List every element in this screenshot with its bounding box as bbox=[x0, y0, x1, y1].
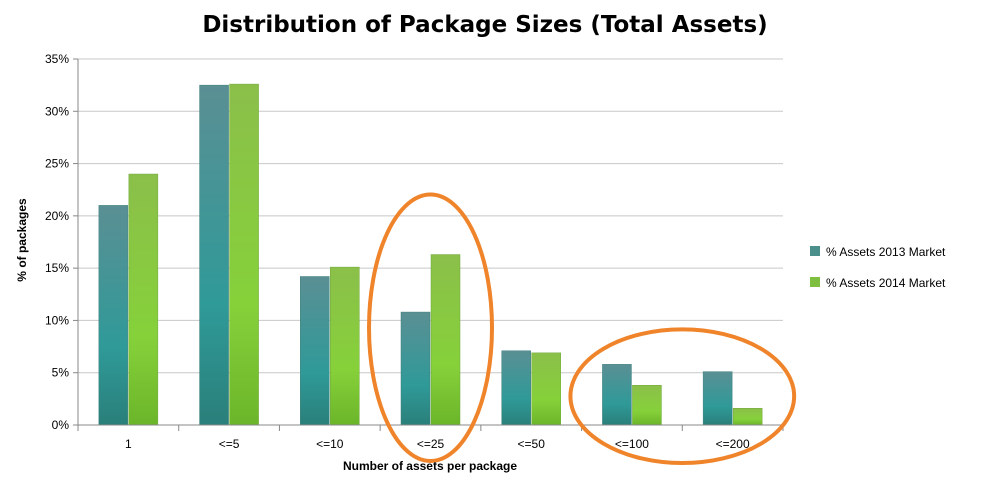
x-tick-label: <=10 bbox=[316, 437, 344, 451]
bar-2014-1 bbox=[229, 83, 259, 426]
bar-2014-0 bbox=[128, 173, 159, 426]
gridlines bbox=[78, 58, 783, 374]
y-axis-label: % of packages bbox=[15, 198, 29, 282]
bar-2014-4 bbox=[531, 352, 561, 426]
bar-2014-2 bbox=[330, 266, 360, 426]
bar-2013-1 bbox=[199, 84, 229, 426]
x-tick-label: <=5 bbox=[219, 437, 240, 451]
bar-2014-3 bbox=[430, 254, 461, 426]
legend-label-2013: % Assets 2013 Market bbox=[826, 245, 946, 259]
bar-2013-5 bbox=[602, 364, 632, 426]
y-tick-label: 10% bbox=[45, 313, 69, 327]
legend-label-2014: % Assets 2014 Market bbox=[826, 276, 946, 290]
y-tick-label: 20% bbox=[45, 209, 69, 223]
y-tick-label: 35% bbox=[45, 52, 69, 66]
y-tick-label: 0% bbox=[52, 418, 70, 432]
bar-2014-5 bbox=[632, 385, 662, 426]
bar-2013-6 bbox=[702, 371, 733, 426]
legend-swatch-2014 bbox=[810, 277, 820, 287]
y-axis-ticks: 0% 5% 10% 15% 20% 25% 30% 35% bbox=[45, 52, 78, 432]
y-tick-label: 5% bbox=[52, 366, 70, 380]
chart-title: Distribution of Package Sizes (Total Ass… bbox=[202, 12, 767, 38]
x-axis-ticks: 1 <=5 <=10 <=25 <=50 <=100 <=200 bbox=[77, 425, 784, 451]
bar-2013-0 bbox=[98, 205, 129, 426]
x-tick-label: 1 bbox=[125, 437, 132, 451]
x-axis-label: Number of assets per package bbox=[343, 459, 517, 473]
legend: % Assets 2013 Market % Assets 2014 Market bbox=[810, 245, 946, 290]
annotations bbox=[367, 192, 797, 465]
x-tick-label: <=200 bbox=[716, 437, 750, 451]
bar-2013-3 bbox=[400, 311, 431, 426]
bars bbox=[98, 83, 763, 426]
axes bbox=[77, 59, 783, 426]
x-tick-label: <=50 bbox=[518, 437, 546, 451]
bar-2014-6 bbox=[732, 408, 763, 426]
legend-swatch-2013 bbox=[810, 246, 820, 256]
bar-2013-4 bbox=[501, 350, 531, 426]
y-tick-label: 30% bbox=[45, 104, 69, 118]
y-tick-label: 25% bbox=[45, 157, 69, 171]
highlight-ellipse-0 bbox=[367, 192, 494, 463]
y-tick-label: 15% bbox=[45, 261, 69, 275]
x-tick-label: <=100 bbox=[615, 437, 649, 451]
x-tick-label: <=25 bbox=[417, 437, 445, 451]
highlight-ellipse-1 bbox=[568, 327, 797, 465]
bar-2013-2 bbox=[300, 276, 330, 426]
